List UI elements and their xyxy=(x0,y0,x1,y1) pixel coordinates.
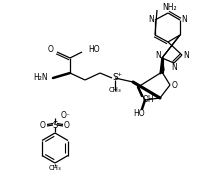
Text: NH₂: NH₂ xyxy=(162,4,177,12)
Text: O⁻: O⁻ xyxy=(61,111,71,121)
Text: HO: HO xyxy=(88,44,100,54)
Polygon shape xyxy=(160,58,164,74)
Text: S: S xyxy=(52,121,58,130)
Text: O: O xyxy=(40,121,46,130)
Text: N: N xyxy=(148,16,154,24)
Text: N: N xyxy=(183,51,189,60)
Text: N: N xyxy=(171,62,177,72)
Text: H₂N: H₂N xyxy=(33,74,48,82)
Text: +: + xyxy=(116,72,122,76)
Text: S: S xyxy=(112,74,118,82)
Text: HO: HO xyxy=(133,110,145,118)
Text: OH: OH xyxy=(142,96,154,104)
Text: N: N xyxy=(181,16,187,24)
Text: CH₃: CH₃ xyxy=(109,87,121,93)
Text: N: N xyxy=(155,51,161,60)
Text: CH₃: CH₃ xyxy=(49,165,61,171)
Text: O: O xyxy=(64,121,70,130)
Text: O: O xyxy=(172,80,178,89)
Text: O: O xyxy=(48,44,54,54)
